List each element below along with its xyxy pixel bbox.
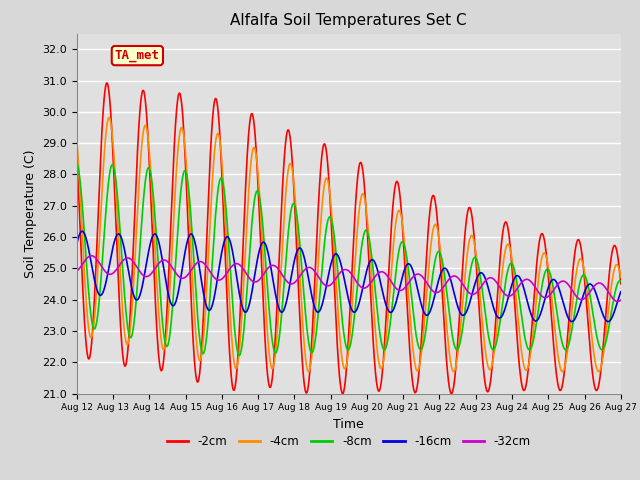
Legend: -2cm, -4cm, -8cm, -16cm, -32cm: -2cm, -4cm, -8cm, -16cm, -32cm bbox=[162, 430, 536, 453]
Title: Alfalfa Soil Temperatures Set C: Alfalfa Soil Temperatures Set C bbox=[230, 13, 467, 28]
Y-axis label: Soil Temperature (C): Soil Temperature (C) bbox=[24, 149, 36, 278]
Text: TA_met: TA_met bbox=[115, 49, 160, 62]
X-axis label: Time: Time bbox=[333, 418, 364, 431]
